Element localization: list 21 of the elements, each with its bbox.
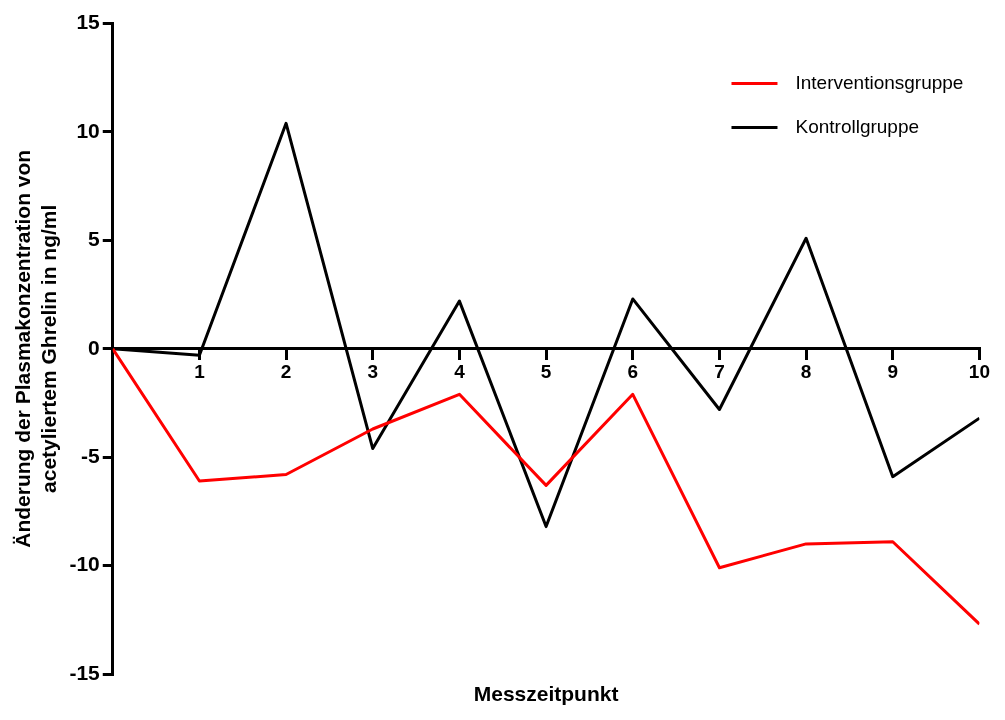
- x-tick-label: 2: [280, 361, 292, 383]
- x-tick-label: 8: [800, 361, 812, 383]
- x-tick-label: 6: [627, 361, 639, 383]
- x-tick-label: 7: [714, 361, 725, 383]
- y-tick-label: 10: [76, 118, 100, 142]
- legend-label: Kontrollgruppe: [795, 115, 920, 137]
- y-tick-label: 15: [76, 10, 101, 34]
- x-tick-label: 3: [367, 361, 379, 383]
- x-tick-label: 4: [454, 361, 466, 383]
- y-tick-label: -15: [69, 660, 101, 684]
- x-tick-label: 5: [540, 361, 552, 383]
- x-tick-label: 1: [194, 361, 206, 383]
- y-axis-title: Änderung der Plasmakonzentration von acetyliertem Ghrelin in ng/ml: [11, 149, 60, 548]
- x-tick-label: 9: [887, 361, 899, 383]
- y-tick-label: -10: [69, 552, 100, 576]
- x-tick-label: 10: [968, 361, 990, 383]
- y-tick-label: 0: [88, 335, 100, 359]
- y-tick-label: 5: [88, 227, 101, 251]
- x-axis-title: Messzeitpunkt: [473, 682, 619, 706]
- legend-label: Interventionsgruppe: [795, 71, 964, 93]
- y-tick-label: -5: [81, 444, 101, 467]
